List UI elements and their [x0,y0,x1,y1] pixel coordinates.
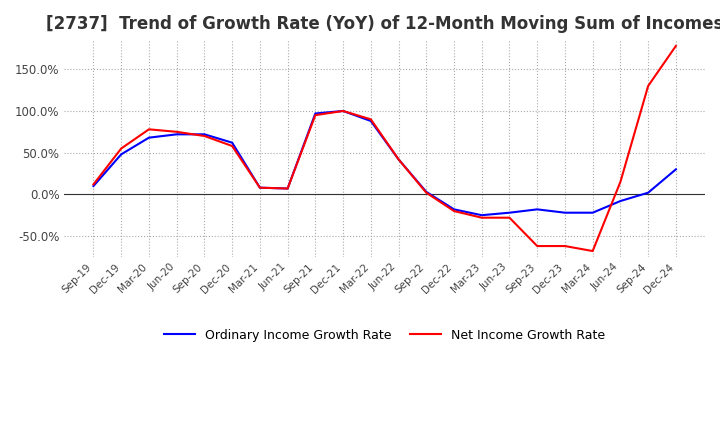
Net Income Growth Rate [200,133,209,139]
Ordinary Income Growth Rate [117,152,125,157]
Net Income Growth Rate [311,113,320,118]
Net Income Growth Rate [477,215,486,220]
Net Income Growth Rate [588,249,597,254]
Net Income Growth Rate [505,215,514,220]
Line: Ordinary Income Growth Rate: Ordinary Income Growth Rate [94,111,676,215]
Ordinary Income Growth Rate [672,167,680,172]
Ordinary Income Growth Rate [561,210,570,215]
Ordinary Income Growth Rate [339,108,348,114]
Net Income Growth Rate [561,243,570,249]
Ordinary Income Growth Rate [366,118,375,124]
Ordinary Income Growth Rate [533,207,541,212]
Legend: Ordinary Income Growth Rate, Net Income Growth Rate: Ordinary Income Growth Rate, Net Income … [158,324,611,347]
Net Income Growth Rate [339,108,348,114]
Ordinary Income Growth Rate [145,135,153,140]
Net Income Growth Rate [256,185,264,191]
Ordinary Income Growth Rate [311,111,320,116]
Net Income Growth Rate [283,186,292,191]
Net Income Growth Rate [366,117,375,122]
Ordinary Income Growth Rate [644,190,652,195]
Ordinary Income Growth Rate [588,210,597,215]
Line: Net Income Growth Rate: Net Income Growth Rate [94,46,676,251]
Title: [2737]  Trend of Growth Rate (YoY) of 12-Month Moving Sum of Incomes: [2737] Trend of Growth Rate (YoY) of 12-… [46,15,720,33]
Net Income Growth Rate [395,157,403,162]
Ordinary Income Growth Rate [256,185,264,191]
Ordinary Income Growth Rate [89,183,98,189]
Ordinary Income Growth Rate [422,189,431,194]
Net Income Growth Rate [145,127,153,132]
Ordinary Income Growth Rate [616,198,625,204]
Net Income Growth Rate [117,146,125,151]
Ordinary Income Growth Rate [505,210,514,215]
Net Income Growth Rate [450,209,459,214]
Net Income Growth Rate [422,190,431,195]
Net Income Growth Rate [89,182,98,187]
Net Income Growth Rate [672,43,680,48]
Net Income Growth Rate [616,179,625,184]
Net Income Growth Rate [644,83,652,88]
Ordinary Income Growth Rate [477,213,486,218]
Ordinary Income Growth Rate [283,186,292,191]
Net Income Growth Rate [228,143,236,149]
Ordinary Income Growth Rate [172,132,181,137]
Ordinary Income Growth Rate [200,132,209,137]
Net Income Growth Rate [533,243,541,249]
Ordinary Income Growth Rate [450,207,459,212]
Ordinary Income Growth Rate [395,157,403,162]
Ordinary Income Growth Rate [228,140,236,145]
Net Income Growth Rate [172,129,181,135]
